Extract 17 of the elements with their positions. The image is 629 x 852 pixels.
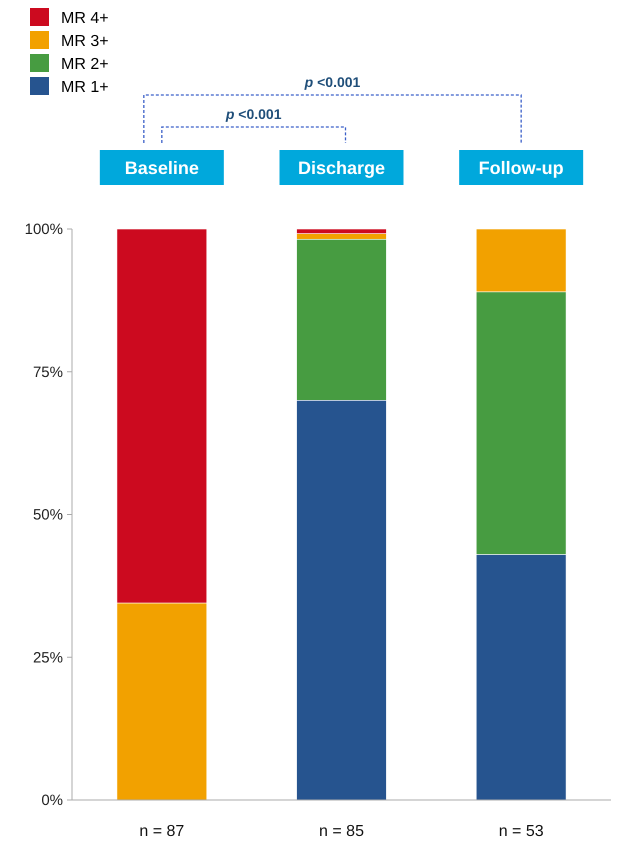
text: p <0.001 (224, 106, 282, 122)
text: p <0.001 (304, 74, 361, 90)
legend-label: MR 2+ (61, 56, 109, 73)
text: n = 53 (498, 823, 544, 840)
y-tick-label: 25% (32, 649, 63, 666)
text: n = 85 (319, 823, 364, 840)
legend-label: MR 1+ (61, 79, 109, 96)
legend-label: MR 3+ (61, 33, 109, 50)
y-tick-label: 75% (32, 364, 63, 381)
x-tick-label: Follow-up (478, 158, 564, 178)
y-tick-label: 50% (32, 506, 63, 524)
text: n = 87 (139, 823, 184, 840)
y-tick-label: 100% (24, 221, 63, 238)
legend-label: MR 4+ (61, 10, 109, 27)
x-tick-label: Discharge (298, 158, 386, 178)
y-tick-label: 0% (41, 792, 63, 809)
x-tick-label: Baseline (124, 158, 199, 178)
